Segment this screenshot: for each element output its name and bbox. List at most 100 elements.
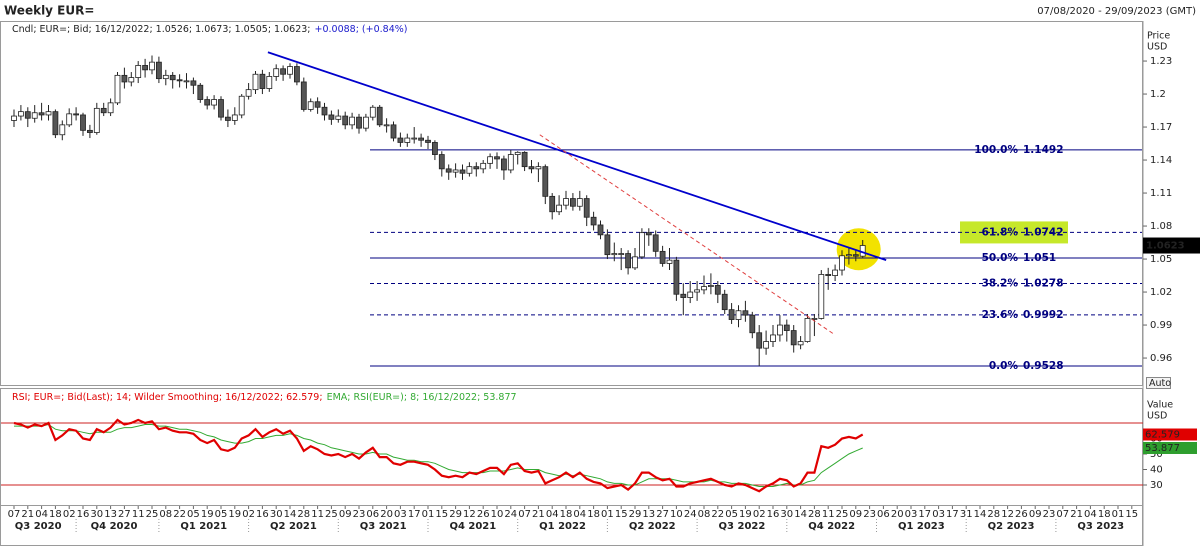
- x-tick-label: 22: [173, 509, 186, 520]
- x-tick-label: 18: [1098, 509, 1111, 520]
- y-tick-label: 1.23: [1150, 56, 1172, 67]
- x-tick-label: 13: [104, 509, 117, 520]
- series-line: [13, 418, 864, 493]
- candle-body: [293, 66, 300, 83]
- quarter-label: Q3 2023: [1077, 521, 1124, 532]
- fib-value: 1.0278: [1023, 277, 1064, 289]
- candle-body: [480, 162, 487, 170]
- value-box: [1143, 441, 1197, 454]
- quarter-label: Q4 2022: [808, 521, 855, 532]
- x-tick-label: 23: [353, 509, 366, 520]
- candle-body: [107, 102, 114, 114]
- x-tick-label: 13: [642, 509, 655, 520]
- candle-body: [183, 80, 190, 83]
- value-label: 62.579: [1145, 430, 1180, 441]
- x-tick-label: 15: [435, 509, 448, 520]
- y-tick-label: 1.17: [1150, 122, 1172, 133]
- candle-body: [31, 112, 38, 119]
- x-tick-label: 03: [394, 509, 407, 520]
- price-legend: Cndl; EUR=; Bid; 16/12/2022; 1.0526; 1.0…: [12, 24, 407, 35]
- x-tick-label: 26: [1015, 509, 1028, 520]
- x-tick-label: 25: [146, 509, 159, 520]
- rsi-legend: RSI; EUR=; Bid(Last); 14; Wilder Smoothi…: [12, 392, 517, 403]
- candle-body: [852, 254, 859, 257]
- candle-body: [266, 76, 273, 89]
- fib-label: 0.0%: [989, 360, 1019, 372]
- trend-line: [267, 51, 887, 262]
- x-tick-label: 16: [77, 509, 90, 520]
- candle-body: [273, 68, 280, 77]
- plot-area: [11, 51, 1142, 367]
- candle-body: [252, 73, 259, 91]
- candle-body: [314, 101, 321, 108]
- auto-label[interactable]: Auto: [1149, 378, 1171, 389]
- chart-title: Weekly EUR=: [4, 4, 94, 18]
- x-tick-label: 07: [518, 509, 531, 520]
- candle-body: [459, 169, 466, 174]
- x-tick-label: 24: [504, 509, 517, 520]
- y-axis-label: Price: [1147, 31, 1170, 42]
- x-tick-label: 30: [780, 509, 793, 520]
- x-tick-label: 21: [1070, 509, 1083, 520]
- candle-body: [418, 137, 425, 141]
- fib-value: 0.9992: [1023, 309, 1064, 321]
- candle-body: [576, 198, 583, 207]
- candle-body: [521, 151, 528, 168]
- y-tick-label: 30: [1150, 480, 1163, 491]
- candle-body: [321, 106, 328, 116]
- candle-body: [369, 106, 376, 118]
- candle-body: [556, 204, 562, 213]
- candle-body: [804, 318, 811, 342]
- candle-body: [811, 318, 818, 320]
- candle-body: [604, 234, 611, 256]
- x-tick-label: 04: [546, 509, 559, 520]
- candle-body: [66, 113, 73, 126]
- x-tick-label: 04: [1084, 509, 1097, 520]
- x-tick-label: 28: [808, 509, 821, 520]
- candle-body: [231, 114, 238, 121]
- x-tick-label: 10: [670, 509, 683, 520]
- last-price: 1.0623: [1146, 241, 1185, 252]
- candle-body: [204, 99, 211, 106]
- candle-body: [45, 111, 52, 116]
- fib-label: 50.0%: [982, 252, 1019, 264]
- y-tick-label: 1.2: [1150, 89, 1166, 100]
- x-tick-label: 05: [725, 509, 738, 520]
- candle-body: [162, 74, 169, 80]
- candle-body: [535, 166, 542, 170]
- y2-axis-label: USD: [1147, 411, 1167, 422]
- candle-body: [390, 124, 397, 139]
- candle-body: [666, 259, 673, 264]
- y-tick-label: 1.14: [1150, 155, 1172, 166]
- candle-body: [514, 151, 521, 155]
- candle-body: [632, 256, 638, 269]
- candle-body: [611, 253, 618, 256]
- candle-body: [211, 99, 218, 106]
- candle-body: [625, 253, 631, 269]
- candle-body: [135, 65, 142, 78]
- candle-body: [100, 107, 107, 114]
- candle-body: [825, 274, 832, 276]
- x-tick-label: 09: [1029, 509, 1042, 520]
- candle-body: [38, 112, 45, 116]
- fib-label: 38.2%: [982, 277, 1019, 289]
- candle-body: [749, 314, 756, 334]
- candle-body: [445, 168, 452, 173]
- candle-body: [583, 198, 590, 218]
- legend-change: +0.0088; (+0.84%): [315, 24, 408, 35]
- candle-body: [528, 166, 535, 170]
- x-tick-label: 28: [297, 509, 310, 520]
- candle-body: [349, 116, 356, 126]
- x-tick-label: 17: [946, 509, 959, 520]
- candle-body: [362, 116, 369, 129]
- candle-body: [466, 166, 473, 174]
- x-tick-label: 31: [960, 509, 973, 520]
- x-tick-label: 12: [463, 509, 476, 520]
- candle-body: [438, 154, 445, 170]
- candle-body: [770, 334, 776, 342]
- auto-button[interactable]: [1146, 377, 1171, 389]
- candle-body: [549, 195, 556, 213]
- candle-body: [383, 124, 390, 127]
- candle-body: [431, 142, 438, 155]
- y-axis-label: USD: [1147, 42, 1167, 53]
